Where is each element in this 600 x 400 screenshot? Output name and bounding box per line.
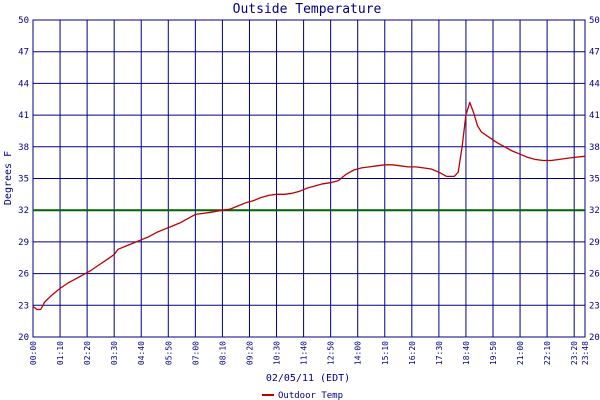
y-axis-right: 20 23 26 29 32 35 38 41 44 47 50 [589, 16, 600, 343]
legend: Outdoor Temp [262, 391, 343, 400]
y-tick-label-left: 32 [18, 206, 29, 216]
grid-lines [33, 20, 585, 337]
x-tick-label: 14:00 [354, 341, 363, 365]
x-tick-label: 08:10 [218, 341, 227, 365]
y-tick-label-left: 35 [18, 175, 29, 185]
x-tick-label: 07:00 [191, 341, 200, 365]
y-tick-label-left: 41 [18, 111, 29, 121]
x-tick-label: 18:40 [462, 341, 471, 365]
y-axis-left: 20 23 26 29 32 35 38 41 44 47 50 [18, 16, 29, 343]
y-tick-label-right: 23 [589, 301, 600, 311]
x-tick-label: 17:30 [435, 341, 444, 365]
series-group [32, 101, 586, 311]
x-tick-label: 05:50 [164, 341, 173, 365]
y-tick-label-right: 29 [589, 238, 600, 248]
y-tick-label-left: 50 [18, 16, 29, 26]
x-tick-label: 12:50 [327, 341, 336, 365]
x-tick-label: 22:10 [543, 341, 552, 365]
x-tick-label: 15:10 [381, 341, 390, 365]
y-tick-label-right: 44 [589, 79, 600, 89]
y-tick-label-right: 41 [589, 111, 600, 121]
y-tick-label-right: 50 [589, 16, 600, 26]
x-axis-label: 02/05/11 (EDT) [266, 373, 350, 384]
y-tick-label-left: 23 [18, 301, 29, 311]
y-tick-label-left: 44 [18, 79, 29, 89]
y-tick-label-right: 35 [589, 175, 600, 185]
y-tick-label-right: 26 [589, 270, 600, 280]
x-tick-label: 00:00 [29, 341, 38, 365]
y-tick-label-right: 20 [589, 333, 600, 343]
y-tick-label-left: 20 [18, 333, 29, 343]
x-tick-label: 16:20 [408, 341, 417, 365]
y-tick-label-right: 47 [589, 48, 600, 58]
x-tick-label: 04:40 [137, 341, 146, 365]
y-tick-label-left: 29 [18, 238, 29, 248]
y-tick-label-left: 47 [18, 48, 29, 58]
legend-label-outdoor-temp: Outdoor Temp [278, 391, 343, 400]
y-tick-label-left: 38 [18, 143, 29, 153]
series-line-outdoor-temp [32, 101, 586, 311]
y-tick-label-left: 26 [18, 270, 29, 280]
chart-title: Outside Temperature [233, 2, 382, 17]
x-tick-label: 21:00 [516, 341, 525, 365]
x-tick-label: 02:20 [83, 341, 92, 365]
y-axis-label: Degrees F [3, 151, 14, 205]
x-axis: 00:00 01:10 02:20 03:30 04:40 05:50 07:00 08:10… [29, 341, 590, 365]
x-tick-label: 23:48 [581, 341, 590, 365]
y-tick-label-right: 32 [589, 206, 600, 216]
x-tick-label: 19:50 [489, 341, 498, 365]
x-tick-label: 11:40 [300, 341, 309, 365]
x-tick-label: 01:10 [56, 341, 65, 365]
y-tick-label-right: 38 [589, 143, 600, 153]
x-tick-label: 09:20 [245, 341, 254, 365]
x-tick-label: 10:30 [273, 341, 282, 365]
x-tick-label: 03:30 [110, 341, 119, 365]
x-tick-label: 23:20 [570, 341, 579, 365]
